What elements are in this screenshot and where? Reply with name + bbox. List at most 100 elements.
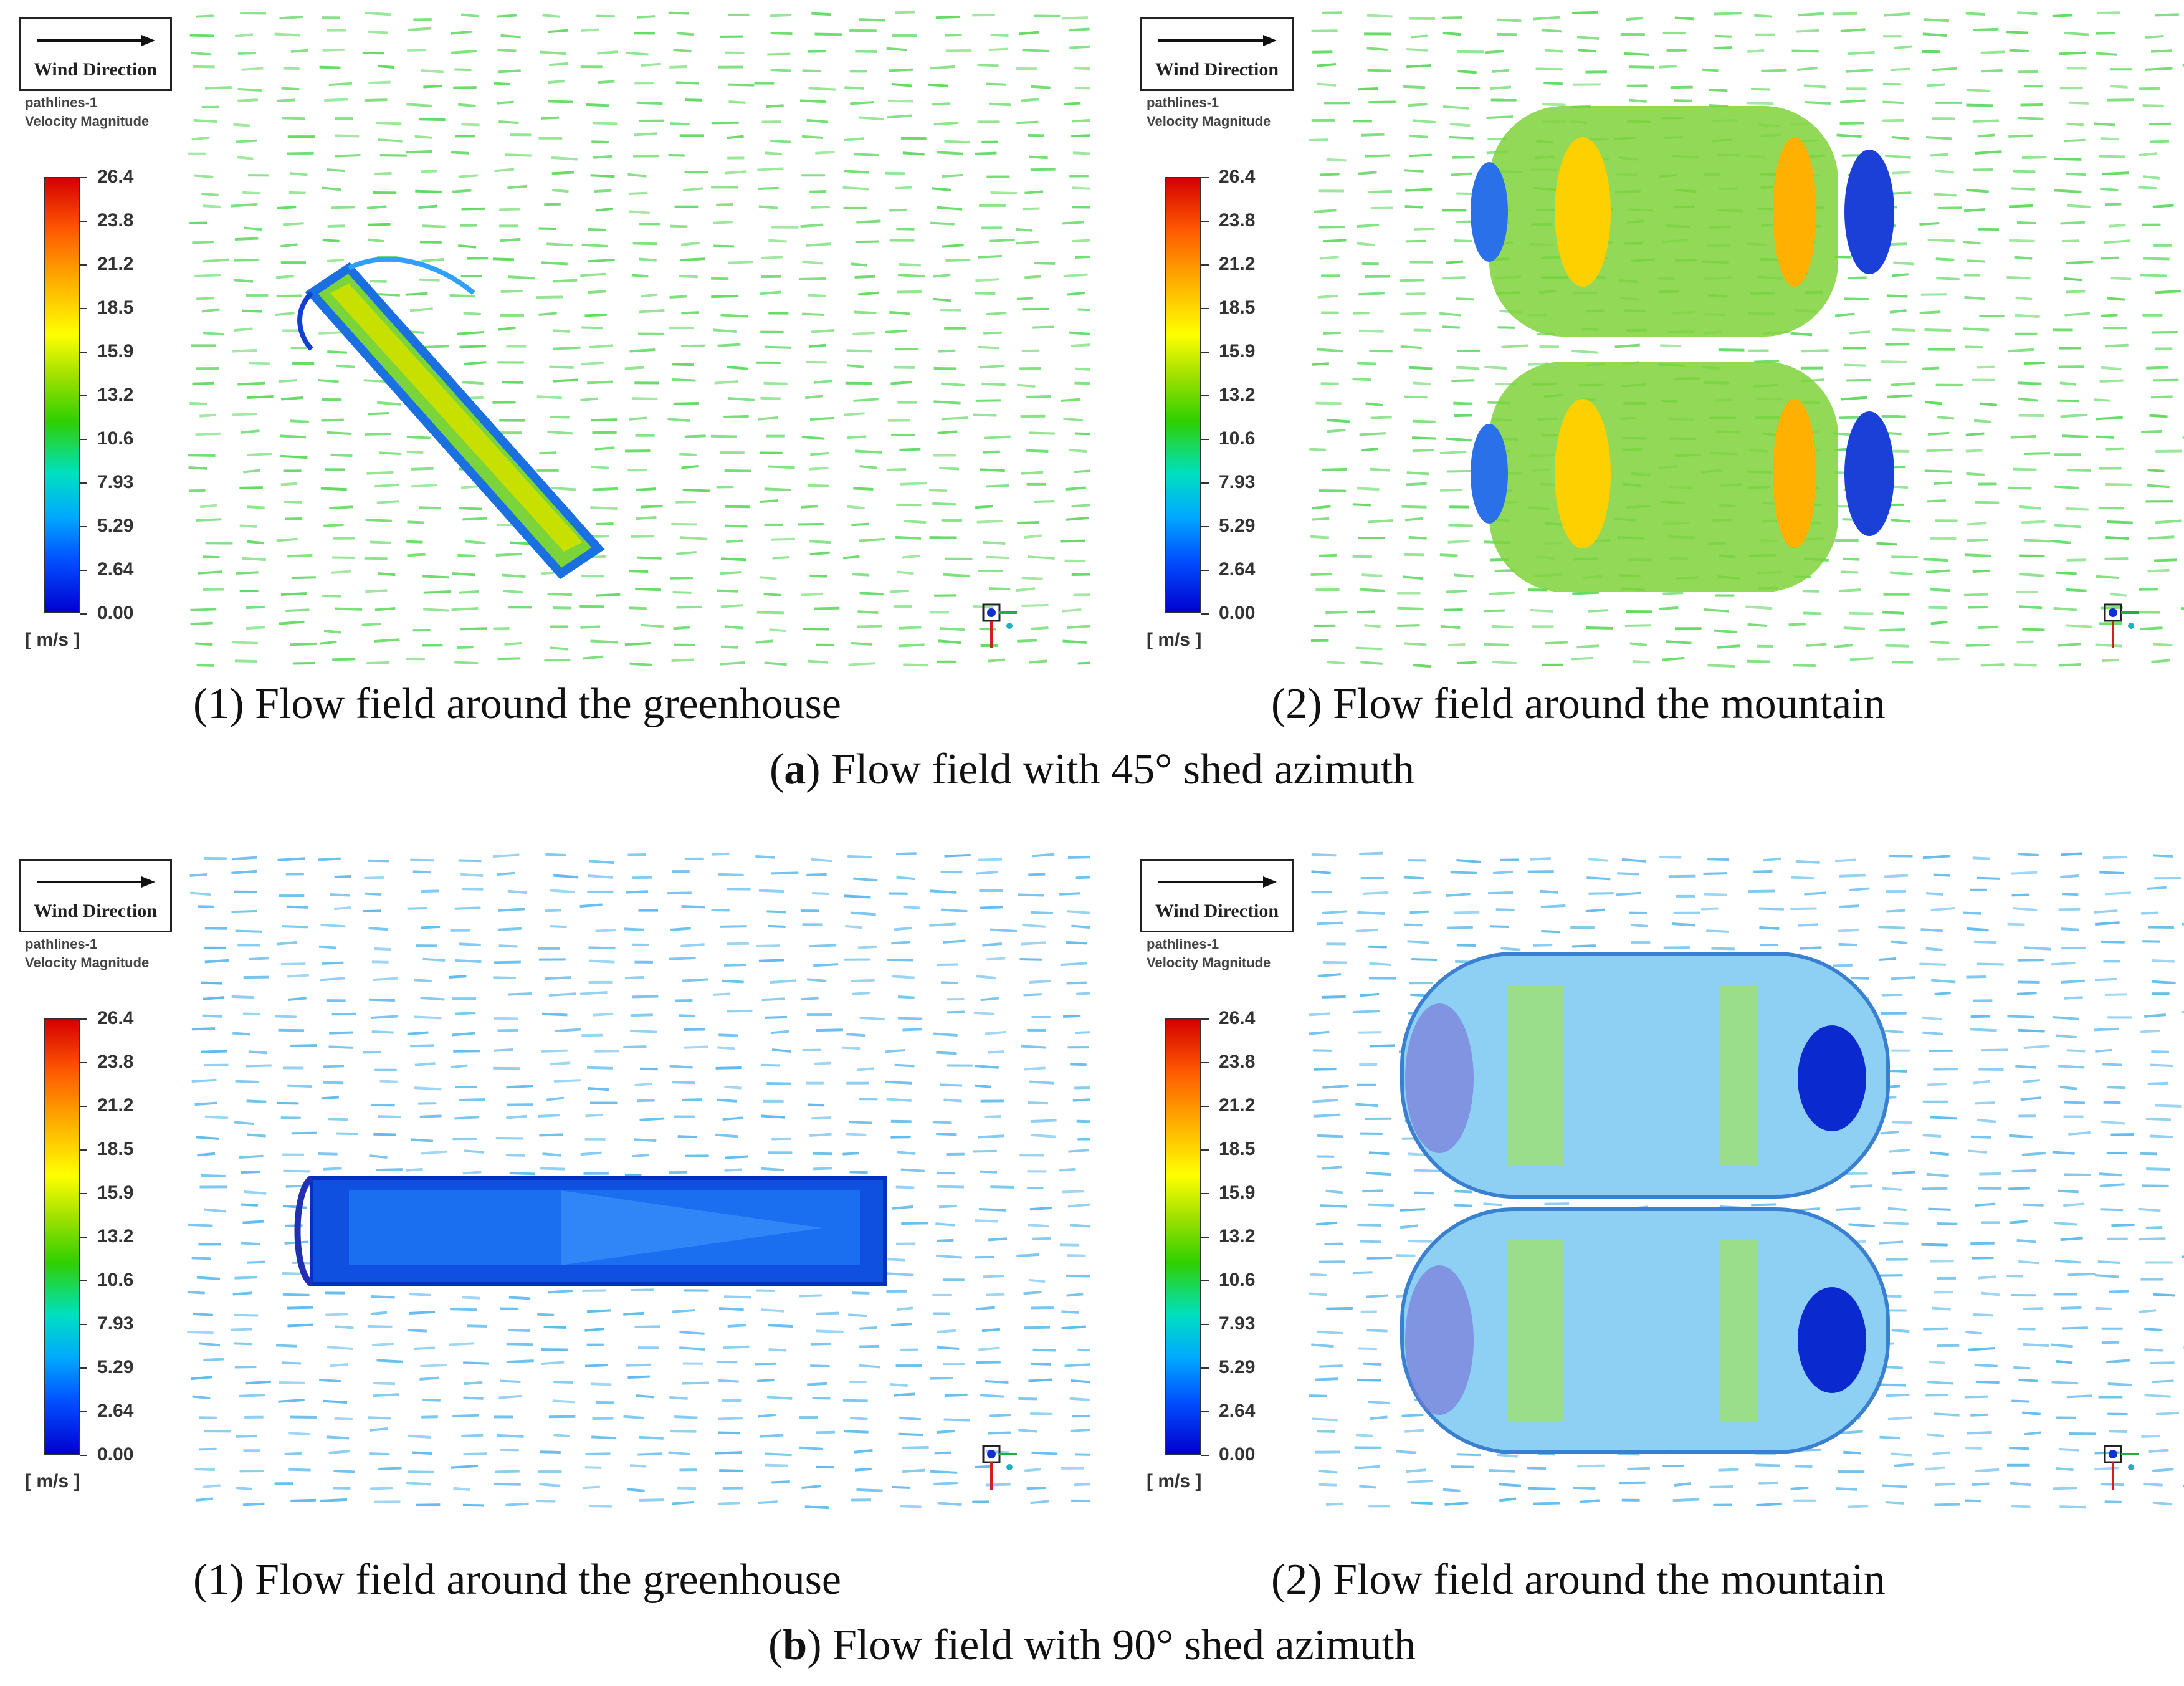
pathline-streak <box>421 69 444 74</box>
pathline-streak <box>771 1048 791 1053</box>
pathline-streak <box>364 557 388 560</box>
pathline-streak <box>318 857 341 861</box>
pathline-streak <box>2022 1411 2041 1415</box>
pathline-streak <box>986 82 1007 86</box>
pathline-streak <box>1491 625 1514 629</box>
pathline-streak <box>1031 626 1049 630</box>
pathline-streak <box>233 123 251 127</box>
pathline-streak <box>755 855 775 859</box>
pathline-streak <box>2066 1394 2092 1399</box>
pathline-streak <box>1325 1189 1343 1194</box>
pathline-streak <box>1925 1466 1945 1471</box>
pathline-streak <box>279 620 305 625</box>
pathline-streak <box>851 979 875 983</box>
pathline-streak <box>1965 1447 1982 1450</box>
pathline-streak <box>1922 1031 1943 1035</box>
pathline-streak <box>1396 1450 1417 1454</box>
pathline-streak <box>1408 1152 1425 1156</box>
pathline-streak <box>1486 115 1514 120</box>
pathline-streak <box>1972 569 1990 573</box>
pathline-streak <box>676 32 695 36</box>
pathline-streak <box>336 1132 358 1136</box>
pathline-streak <box>1845 69 1874 73</box>
pathline-streak <box>323 1167 342 1171</box>
pathline-streak <box>902 151 925 156</box>
pathline-streak <box>1075 1453 1090 1456</box>
pathline-streak <box>1492 69 1509 74</box>
pathline-streak <box>545 975 572 980</box>
pathline-streak <box>1935 169 1954 174</box>
pathline-streak <box>1358 1031 1382 1034</box>
pathline-streak <box>1068 448 1087 453</box>
pathline-streak <box>1839 874 1866 878</box>
pathline-streak <box>676 550 697 555</box>
pathline-streak <box>676 605 702 609</box>
pathline-streak <box>2110 1133 2134 1136</box>
pathline-streak <box>500 1379 521 1384</box>
colorbar-tick-label: 7.93 <box>97 1313 134 1334</box>
pathline-streak <box>506 1085 533 1089</box>
pathline-streak <box>2056 1359 2073 1364</box>
pathline-streak <box>974 292 996 295</box>
pathline-streak <box>933 1032 958 1037</box>
pathline-streak <box>929 922 956 927</box>
pathline-streak <box>588 959 615 964</box>
pathline-streak <box>327 350 348 354</box>
pathline-streak <box>1880 1131 1899 1135</box>
pathline-streak <box>1068 1149 1089 1153</box>
pathline-streak <box>1311 1343 1334 1348</box>
pathline-streak <box>1404 923 1423 927</box>
pathline-streak <box>1585 908 1606 913</box>
pathline-streak <box>682 488 710 492</box>
pathline-streak <box>1023 993 1042 997</box>
pathline-streak <box>291 576 316 580</box>
pathline-streak <box>1016 587 1036 592</box>
pathline-streak <box>553 329 570 333</box>
pathline-streak <box>1368 1400 1390 1405</box>
pathline-streak <box>1457 661 1477 665</box>
pathline-streak <box>335 153 361 158</box>
pathline-streak <box>717 589 738 593</box>
pathline-streak <box>2013 170 2036 173</box>
pathline-streak <box>1882 1484 1907 1488</box>
pathline-streak <box>1454 1190 1473 1194</box>
pathline-streak <box>2142 104 2164 107</box>
pathline-streak <box>2107 1382 2132 1387</box>
pathline-streak <box>2068 1131 2091 1136</box>
colorbar-tickmark <box>1201 1018 1209 1020</box>
pathline-streak <box>234 1313 259 1317</box>
pathline-streak <box>2023 1078 2040 1083</box>
pathline-streak <box>2054 189 2082 193</box>
pathline-streak <box>244 1190 267 1195</box>
pathline-streak <box>672 590 692 594</box>
pathline-streak <box>2008 348 2034 353</box>
pathline-streak <box>235 929 262 933</box>
pathline-streak <box>667 418 690 423</box>
pathline-streak <box>241 67 264 71</box>
pathline-streak <box>2106 1359 2130 1364</box>
pathline-streak <box>419 1376 440 1381</box>
pathline-streak <box>859 537 885 542</box>
pathline-streak <box>1884 12 1910 17</box>
pathline-streak <box>453 86 477 89</box>
pathline-streak <box>849 1416 868 1420</box>
pathline-streak <box>852 573 870 577</box>
pathline-streak <box>896 570 914 575</box>
pathline-streak <box>1456 366 1479 370</box>
pathline-streak <box>1934 992 1951 995</box>
pathline-streak <box>1412 119 1436 124</box>
pathline-streak <box>2011 1399 2029 1403</box>
pathline-streak <box>2023 452 2051 455</box>
pathline-streak <box>420 996 445 1001</box>
pathline-streak <box>2094 122 2115 127</box>
pathline-streak <box>2094 1467 2119 1471</box>
pathline-streak <box>894 926 913 931</box>
pathline-streak <box>464 1149 485 1154</box>
pathline-streak <box>1061 1310 1079 1314</box>
pathline-streak <box>1894 45 1913 50</box>
pathline-streak <box>986 957 1006 961</box>
pathline-streak <box>1882 82 1902 86</box>
colorbar-tickmark <box>80 570 87 571</box>
pathline-streak <box>328 1450 351 1454</box>
pathline-streak <box>771 537 796 541</box>
